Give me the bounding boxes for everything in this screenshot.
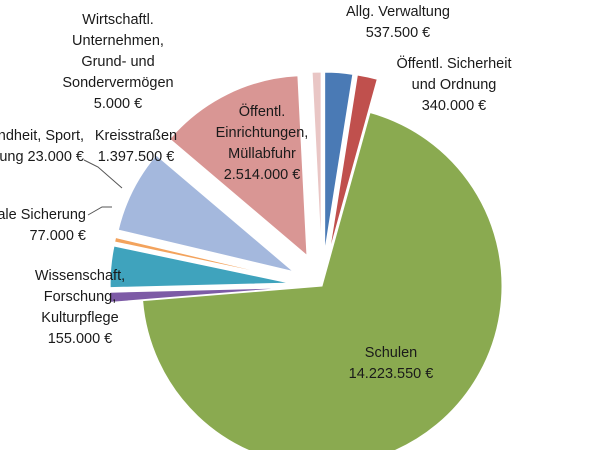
slice-label-line: Kreisstraßen: [95, 128, 177, 144]
slice-label-line: ndheit, Sport,: [0, 128, 84, 144]
slice-label-line: Öffentl. Sicherheit: [397, 54, 512, 72]
slice-label-line: 77.000 €: [30, 228, 86, 244]
pie-slice-einrichtungen: [169, 75, 308, 257]
pie-slices: [109, 71, 503, 450]
slice-label-line: Wissenschaft,: [35, 268, 125, 284]
slice-label-line: Schulen: [365, 345, 417, 361]
slice-label-line: Allg. Verwaltung: [346, 4, 450, 20]
slice-label-soziale: ale Sicherung 77.000 €: [0, 207, 86, 244]
slice-label-line: 155.000 €: [48, 331, 113, 347]
slice-label-line: 14.223.550 €: [349, 366, 434, 382]
slice-label-line: 2.514.000 €: [224, 167, 301, 183]
pie-slice-allg: [324, 71, 354, 253]
leader-lines: [83, 159, 123, 216]
slice-label-line: ale Sicherung: [0, 207, 86, 223]
slice-label-line: Öffentl.: [239, 102, 285, 120]
slice-label-line: 340.000 €: [422, 98, 487, 114]
slice-label-allg: Allg. Verwaltung 537.500 €: [346, 4, 450, 41]
slice-label-einrichtungen: Öffentl. Einrichtungen, Müllabfuhr 2.514.00…: [216, 102, 309, 183]
slice-label-gesundheit: ndheit, Sport, ung 23.000 €: [0, 128, 84, 165]
pie-slice-wissenschaft: [109, 287, 291, 303]
slice-label-line: ung 23.000 €: [0, 149, 84, 165]
slice-label-line: Unternehmen,: [72, 33, 164, 49]
slice-label-line: Wirtschaftl.: [82, 12, 154, 28]
pie-slice-kreis: [117, 154, 294, 273]
pie-slice-wirtschaft: [311, 71, 322, 253]
leader-line-soziale: [87, 206, 112, 216]
slice-label-wissenschaft: Wissenschaft, Forschung, Kulturpflege 155.0…: [35, 268, 125, 347]
slice-label-line: 1.397.500 €: [98, 149, 175, 165]
pie-slice-gesundheit: [114, 236, 291, 280]
slice-label-schulen: Schulen 14.223.550 €: [349, 345, 434, 382]
slice-label-line: Sondervermögen: [62, 75, 173, 91]
slice-label-line: 5.000 €: [94, 96, 142, 112]
slice-label-line: 537.500 €: [366, 25, 431, 41]
pie-slice-schulen: [142, 111, 503, 450]
slice-label-line: Forschung,: [44, 289, 117, 305]
slice-label-line: Müllabfuhr: [228, 146, 296, 162]
slice-labels: Allg. Verwaltung 537.500 € Öffentl. Sicher…: [0, 4, 512, 382]
slice-label-sicherheit: Öffentl. Sicherheit und Ordnung 340.000 €: [397, 54, 512, 114]
slice-label-line: Einrichtungen,: [216, 125, 309, 141]
slice-label-line: und Ordnung: [412, 77, 497, 93]
slice-label-kreis: Kreisstraßen 1.397.500 €: [95, 128, 177, 165]
slice-label-line: Grund- und: [81, 54, 154, 70]
leader-line-gesundheit: [83, 159, 123, 189]
slice-label-line: Kulturpflege: [41, 310, 118, 326]
pie-slice-sicherheit: [328, 74, 378, 253]
slice-label-wirtschaft: Wirtschaftl. Unternehmen, Grund- und Sonder…: [62, 12, 173, 112]
pie-slice-soziale: [109, 245, 291, 289]
